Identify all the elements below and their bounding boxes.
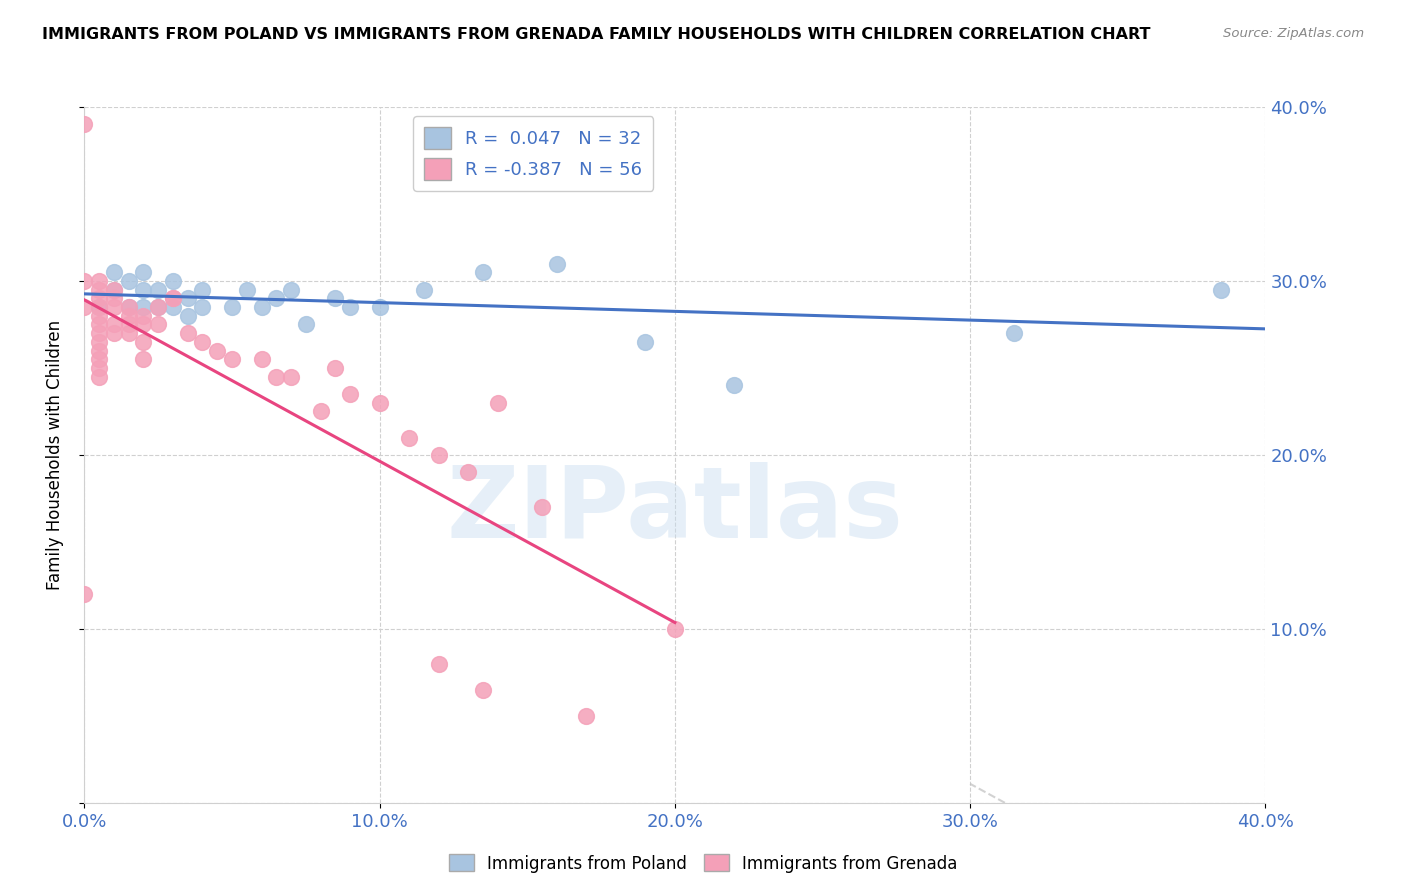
Point — [250, 352, 273, 367]
Text: ZIPatlas: ZIPatlas — [447, 462, 903, 559]
Point — [148, 318, 170, 332]
Point — [103, 326, 125, 340]
Point — [132, 318, 155, 332]
Point — [148, 300, 170, 314]
Point — [89, 352, 111, 367]
Text: Source: ZipAtlas.com: Source: ZipAtlas.com — [1223, 27, 1364, 40]
Point — [89, 318, 111, 332]
Point — [89, 291, 111, 305]
Point — [148, 283, 170, 297]
Legend: Immigrants from Poland, Immigrants from Grenada: Immigrants from Poland, Immigrants from … — [441, 847, 965, 880]
Point — [264, 369, 288, 384]
Point — [177, 309, 200, 323]
Point — [427, 657, 450, 671]
Point — [575, 708, 598, 723]
Point — [177, 326, 200, 340]
Point — [205, 343, 228, 358]
Point — [427, 448, 450, 462]
Point — [546, 256, 568, 270]
Point — [132, 265, 155, 279]
Point — [221, 352, 243, 367]
Point — [89, 309, 111, 323]
Point — [118, 300, 141, 314]
Point — [89, 274, 111, 288]
Point — [162, 291, 184, 305]
Point — [89, 300, 111, 314]
Point — [191, 334, 214, 349]
Point — [280, 283, 302, 297]
Y-axis label: Family Households with Children: Family Households with Children — [45, 320, 63, 590]
Point — [472, 682, 495, 697]
Point — [368, 300, 391, 314]
Point — [89, 283, 111, 297]
Point — [398, 431, 420, 445]
Point — [723, 378, 745, 392]
Point — [368, 396, 391, 410]
Point — [264, 291, 288, 305]
Point — [664, 622, 686, 636]
Point — [103, 318, 125, 332]
Point — [162, 274, 184, 288]
Point — [148, 300, 170, 314]
Point — [132, 309, 155, 323]
Point — [118, 318, 141, 332]
Point — [250, 300, 273, 314]
Point — [530, 500, 553, 514]
Point — [323, 291, 347, 305]
Point — [118, 309, 141, 323]
Point — [162, 300, 184, 314]
Point — [103, 265, 125, 279]
Point — [103, 291, 125, 305]
Point — [413, 283, 436, 297]
Text: IMMIGRANTS FROM POLAND VS IMMIGRANTS FROM GRENADA FAMILY HOUSEHOLDS WITH CHILDRE: IMMIGRANTS FROM POLAND VS IMMIGRANTS FRO… — [42, 27, 1150, 42]
Point — [191, 300, 214, 314]
Point — [1004, 326, 1026, 340]
Point — [73, 274, 96, 288]
Point — [73, 117, 96, 131]
Point — [73, 300, 96, 314]
Point — [73, 587, 96, 601]
Point — [162, 291, 184, 305]
Point — [309, 404, 332, 418]
Point — [1209, 283, 1232, 297]
Point — [486, 396, 509, 410]
Point — [118, 326, 141, 340]
Point — [118, 274, 141, 288]
Point — [221, 300, 243, 314]
Point — [634, 334, 657, 349]
Point — [339, 300, 361, 314]
Point — [89, 343, 111, 358]
Point — [118, 300, 141, 314]
Point — [295, 318, 318, 332]
Point — [103, 283, 125, 297]
Point — [132, 334, 155, 349]
Point — [280, 369, 302, 384]
Point — [89, 300, 111, 314]
Point — [89, 369, 111, 384]
Point — [132, 300, 155, 314]
Point — [132, 283, 155, 297]
Point — [457, 466, 479, 480]
Point — [132, 352, 155, 367]
Point — [191, 283, 214, 297]
Point — [89, 326, 111, 340]
Point — [89, 360, 111, 375]
Point — [236, 283, 259, 297]
Legend: R =  0.047   N = 32, R = -0.387   N = 56: R = 0.047 N = 32, R = -0.387 N = 56 — [413, 116, 654, 191]
Point — [89, 334, 111, 349]
Point — [339, 387, 361, 401]
Point — [103, 300, 125, 314]
Point — [103, 283, 125, 297]
Point — [177, 291, 200, 305]
Point — [472, 265, 495, 279]
Point — [323, 360, 347, 375]
